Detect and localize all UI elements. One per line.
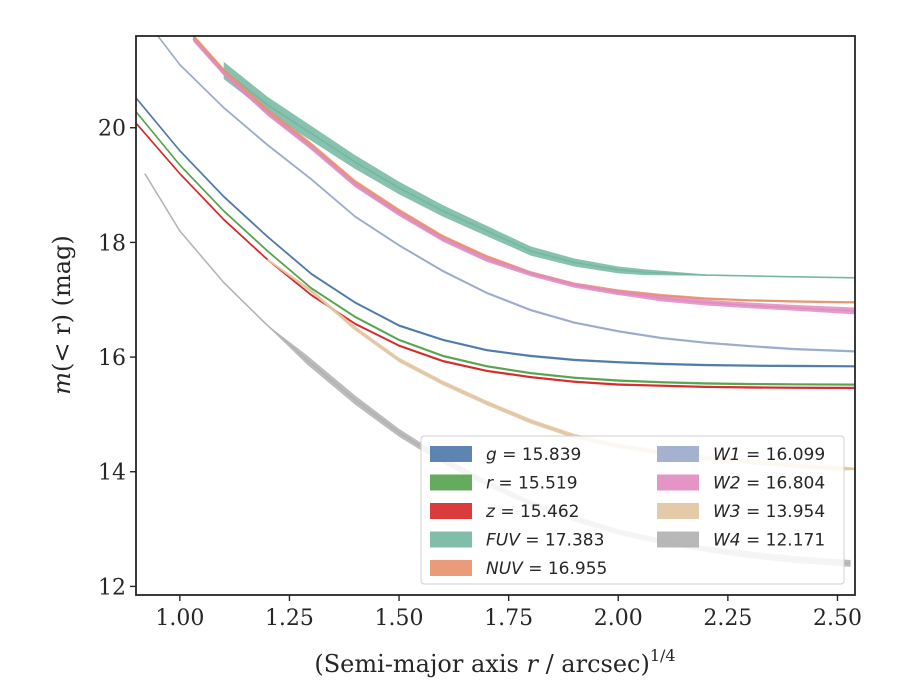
x-tick-label: 2.50: [813, 606, 862, 631]
x-tick-label: 1.00: [155, 606, 204, 631]
legend-swatch-W2: [657, 474, 699, 491]
y-axis: 12 14 16 18 20: [98, 117, 136, 600]
legend-swatch-FUV: [430, 531, 472, 548]
x-tick-label: 1.25: [265, 606, 314, 631]
legend: g = 15.839 r = 15.519 z = 15.462 FUV = 17.3…: [420, 435, 845, 585]
y-axis-label-unit: (mag): [48, 235, 76, 306]
series-band-NUV: [193, 36, 855, 304]
x-axis-label: (Semi-major axis r / arcsec)1/4: [314, 646, 675, 678]
series-line-FUV: [223, 69, 855, 279]
series-line-W2: [192, 38, 855, 312]
legend-label-W2: W2 = 16.804: [713, 474, 825, 494]
series-line-g: [136, 97, 855, 368]
x-tick-label: 2.00: [594, 606, 643, 631]
legend-label-g: g = 15.839: [486, 445, 581, 465]
legend-label-z: z = 15.462: [485, 502, 579, 522]
series-line-z: [136, 122, 855, 389]
x-axis-label-unit: / arcsec): [546, 650, 650, 678]
series-band-r: [136, 110, 855, 386]
legend-swatch-W4: [657, 531, 699, 548]
y-tick-label: 18: [98, 231, 126, 256]
y-tick-label: 16: [98, 346, 126, 371]
legend-swatch-W3: [657, 503, 699, 519]
series-band-FUV: [223, 61, 855, 279]
x-axis-label-main: (Semi-major axis: [314, 650, 518, 678]
legend-swatch-W1: [657, 446, 699, 462]
y-tick-label: 14: [98, 461, 126, 486]
legend-swatch-g: [430, 446, 472, 462]
legend-label-W1: W1 = 16.099: [713, 445, 825, 465]
y-axis-label-arg: (< r): [48, 314, 76, 372]
x-axis-label-var: r: [526, 650, 539, 678]
axes-frame: [135, 35, 856, 596]
y-tick-label: 12: [98, 575, 126, 600]
legend-label-r: r = 15.519: [486, 474, 578, 494]
y-axis-label: m(< r) (mag): [48, 235, 76, 395]
series-line-NUV: [192, 36, 855, 304]
series-band-z: [136, 122, 855, 390]
x-tick-label: 1.75: [484, 606, 533, 631]
legend-swatch-NUV: [430, 560, 472, 576]
series-line-r: [136, 111, 855, 386]
x-tick-label: 1.50: [375, 606, 424, 631]
series-line-W1: [157, 36, 855, 353]
y-tick-label: 20: [98, 117, 126, 142]
legend-label-FUV: FUV = 17.383: [486, 531, 604, 551]
legend-label-W4: W4 = 12.171: [713, 531, 825, 551]
x-axis-label-sup: 1/4: [650, 646, 676, 665]
legend-label-W3: W3 = 13.954: [713, 502, 825, 522]
legend-frame: [420, 435, 845, 585]
y-axis-label-var: m: [48, 372, 76, 395]
legend-label-NUV: NUV = 16.955: [486, 559, 607, 579]
legend-swatch-z: [430, 503, 472, 519]
legend-swatch-r: [430, 474, 472, 491]
x-axis: 1.00 1.25 1.50 1.75 2.00 2.25 2.50: [155, 595, 862, 631]
x-tick-label: 2.25: [703, 606, 752, 631]
